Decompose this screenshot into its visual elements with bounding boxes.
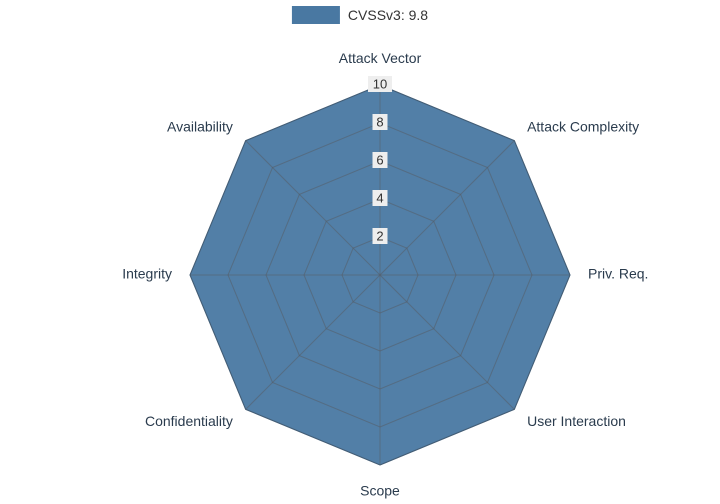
axis-label: Attack Vector bbox=[339, 50, 422, 66]
axis-label: Confidentiality bbox=[145, 413, 233, 429]
axis-label: User Interaction bbox=[527, 413, 626, 429]
axis-label: Scope bbox=[360, 482, 400, 498]
radar-svg: 2 4 6 8 10 Attack Vector Attack Complexity Priv… bbox=[0, 0, 720, 504]
svg-text:4: 4 bbox=[376, 190, 383, 205]
svg-text:6: 6 bbox=[376, 152, 383, 167]
radar-chart-container: CVSSv3: 9.8 246810Attack VectorAttack Co… bbox=[0, 0, 720, 504]
axis-label: Attack Complexity bbox=[527, 119, 639, 135]
svg-text:8: 8 bbox=[376, 114, 383, 129]
axis-label: Integrity bbox=[122, 266, 172, 282]
axis-label: Availability bbox=[167, 119, 233, 135]
svg-text:10: 10 bbox=[373, 76, 387, 91]
axis-label: Priv. Req. bbox=[588, 266, 648, 282]
svg-text:2: 2 bbox=[376, 228, 383, 243]
